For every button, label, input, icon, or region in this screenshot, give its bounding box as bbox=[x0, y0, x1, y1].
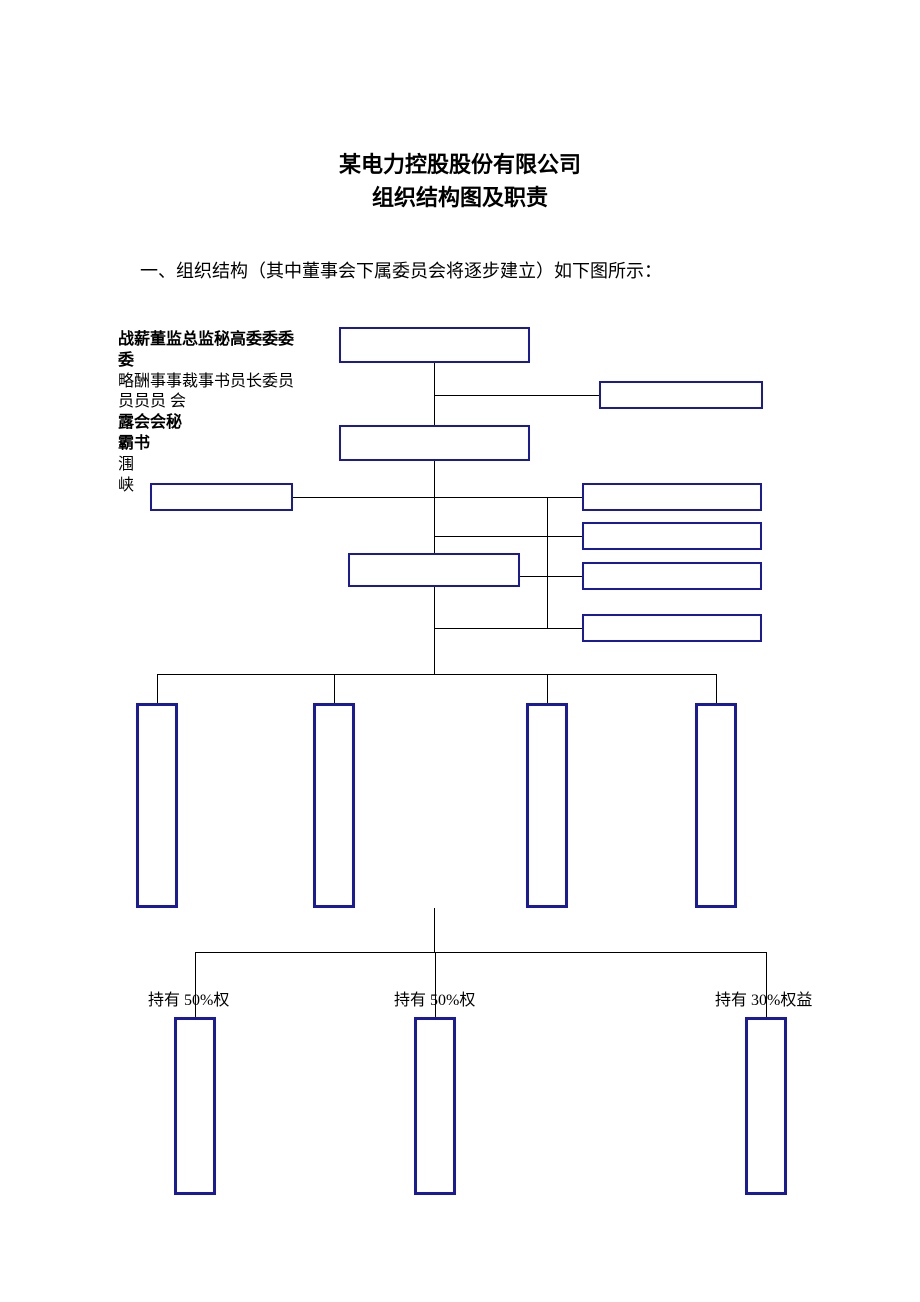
org-node-dept1 bbox=[136, 703, 178, 908]
overlay-text-line: 略酬事事裁事书员长委员员员员 会 bbox=[118, 372, 298, 414]
connector bbox=[434, 497, 582, 498]
org-node-dept2 bbox=[313, 703, 355, 908]
org-node-right-c4 bbox=[582, 614, 762, 642]
connector bbox=[195, 952, 766, 953]
connector bbox=[293, 497, 434, 498]
overlay-text-block: 战薪董监总监秘高委委委委略酬事事裁事书员长委员员员员 会露会会秘霸书涠峡 bbox=[118, 330, 298, 496]
connector bbox=[547, 576, 582, 577]
org-node-mid-upper bbox=[339, 425, 530, 461]
equity-label: 持有 30%权益 bbox=[715, 986, 812, 1010]
org-node-right-c1 bbox=[582, 483, 762, 511]
connector bbox=[334, 674, 335, 703]
equity-label: 持有 50%权 bbox=[148, 986, 229, 1010]
title-line-2: 组织结构图及职责 bbox=[0, 181, 920, 214]
org-node-sub3 bbox=[745, 1017, 787, 1195]
connector bbox=[434, 395, 599, 396]
overlay-text-line: 霸书 bbox=[118, 434, 298, 455]
overlay-text-line: 涠 bbox=[118, 455, 298, 476]
org-node-dept4 bbox=[695, 703, 737, 908]
org-node-left-upper bbox=[150, 483, 293, 511]
org-node-right-upper bbox=[599, 381, 763, 409]
org-node-mid-lower bbox=[348, 553, 520, 587]
document-title: 某电力控股股份有限公司 组织结构图及职责 bbox=[0, 148, 920, 214]
overlay-text-line: 露会会秘 bbox=[118, 413, 298, 434]
org-node-right-c3 bbox=[582, 562, 762, 590]
connector bbox=[716, 674, 717, 703]
connector bbox=[434, 363, 435, 425]
overlay-text-line: 战薪董监总监秘高委委委委 bbox=[118, 330, 298, 372]
equity-label: 持有 50%权 bbox=[394, 986, 475, 1010]
org-node-sub2 bbox=[414, 1017, 456, 1195]
org-node-top bbox=[339, 327, 530, 363]
connector bbox=[547, 497, 548, 629]
connector bbox=[547, 628, 582, 629]
connector bbox=[434, 587, 435, 674]
connector bbox=[434, 461, 435, 553]
connector bbox=[434, 536, 582, 537]
connector bbox=[547, 674, 548, 703]
section-heading: 一、组织结构（其中董事会下属委员会将逐步建立）如下图所示： bbox=[140, 257, 662, 283]
title-line-1: 某电力控股股份有限公司 bbox=[0, 148, 920, 181]
connector bbox=[157, 674, 158, 703]
org-node-right-c2 bbox=[582, 522, 762, 550]
org-node-sub1 bbox=[174, 1017, 216, 1195]
org-node-dept3 bbox=[526, 703, 568, 908]
connector bbox=[434, 908, 435, 952]
connector bbox=[157, 674, 716, 675]
